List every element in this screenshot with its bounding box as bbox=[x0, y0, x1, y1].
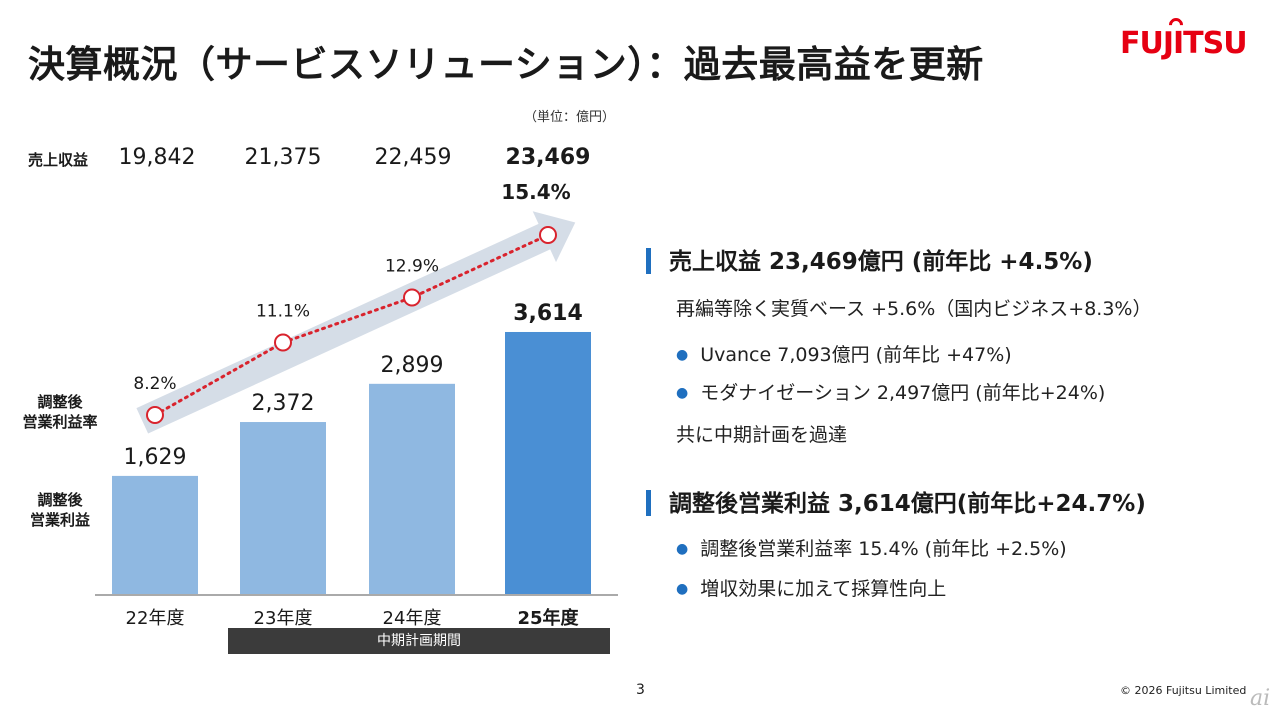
heading-marker-icon bbox=[646, 490, 651, 516]
margin-value-label: 8.2% bbox=[133, 374, 176, 394]
profit-chart: 1,629 2,372 2,899 3,614 8.2% 11.1% 12.9% 15.4% bbox=[95, 180, 618, 596]
uvance-text: Uvance 7,093億円 (前年比 +47%) bbox=[700, 344, 1012, 366]
page-title: 決算概況（サービスソリューション）：過去最高益を更新 bbox=[28, 43, 984, 86]
bullet-dot-icon: ● bbox=[676, 347, 689, 363]
bullet-dot-icon: ● bbox=[676, 541, 689, 557]
margin-line bbox=[153, 233, 550, 417]
margin-point bbox=[539, 226, 557, 244]
margin-value-label: 15.4% bbox=[501, 180, 570, 204]
category-label-24: 24年度 bbox=[382, 608, 442, 629]
revenue-label: 売上収益 bbox=[28, 151, 89, 169]
fujitsu-logo: FUJITSU bbox=[1120, 15, 1248, 61]
logo-text: FUJITSU bbox=[1120, 26, 1248, 61]
bullet-dot-icon: ● bbox=[676, 385, 689, 401]
profit-side-label: 調整後 営業利益 bbox=[10, 490, 110, 530]
margin-value-label: 12.9% bbox=[385, 257, 439, 277]
revenue-value-24: 22,459 bbox=[374, 145, 452, 170]
margin-label-line2: 営業利益率 bbox=[22, 413, 98, 431]
margin-bullet: ● 調整後営業利益率 15.4% (前年比 +2.5%) bbox=[676, 534, 1067, 561]
profit-value-label: 1,629 bbox=[124, 445, 187, 470]
margin-point bbox=[146, 406, 164, 424]
copyright: © 2026 Fujitsu Limited bbox=[1120, 684, 1247, 697]
modernization-bullet: ● モダナイゼーション 2,497億円 (前年比+24%) bbox=[676, 378, 1105, 405]
plan-exceeded-note: 共に中期計画を過達 bbox=[676, 424, 848, 446]
page-number: 3 bbox=[636, 682, 645, 698]
bullet-dot-icon: ● bbox=[676, 581, 689, 597]
profit-label-line2: 営業利益 bbox=[29, 511, 90, 529]
watermark-logo: ai bbox=[1250, 686, 1271, 711]
unit-note: （単位：億円） bbox=[524, 110, 616, 125]
heading-marker-icon bbox=[646, 248, 651, 274]
margin-text: 調整後営業利益率 15.4% (前年比 +2.5%) bbox=[700, 538, 1067, 560]
profit-value-label: 3,614 bbox=[513, 301, 583, 326]
profit-value-label: 2,372 bbox=[252, 391, 315, 416]
margin-value-label: 11.1% bbox=[256, 302, 310, 322]
profit-bar bbox=[369, 383, 455, 594]
revenue-detail: 再編等除く実質ベース +5.6%（国内ビジネス+8.3%） bbox=[676, 298, 1152, 320]
margin-label-line1: 調整後 bbox=[37, 393, 83, 411]
mid-term-plan-band: 中期計画期間 bbox=[228, 628, 610, 654]
profit-bar bbox=[240, 422, 326, 594]
uvance-bullet: ● Uvance 7,093億円 (前年比 +47%) bbox=[676, 340, 1012, 367]
profit-bar bbox=[112, 475, 198, 594]
profit-heading-text: 調整後営業利益 3,614億円(前年比+24.7%) bbox=[669, 491, 1146, 517]
category-label-25: 25年度 bbox=[517, 608, 579, 629]
margin-side-label: 調整後 営業利益率 bbox=[10, 392, 110, 432]
margin-point bbox=[274, 333, 292, 352]
profit-label-line1: 調整後 bbox=[37, 491, 83, 509]
category-label-22: 22年度 bbox=[125, 608, 185, 629]
profitability-text: 増収効果に加えて採算性向上 bbox=[700, 578, 947, 600]
revenue-heading-text: 売上収益 23,469億円 (前年比 +4.5%) bbox=[669, 249, 1093, 275]
revenue-value-22: 19,842 bbox=[118, 145, 196, 170]
profit-bar bbox=[505, 331, 591, 594]
profit-heading: 調整後営業利益 3,614億円(前年比+24.7%) bbox=[646, 484, 1146, 518]
revenue-value-23: 21,375 bbox=[244, 145, 322, 170]
revenue-heading: 売上収益 23,469億円 (前年比 +4.5%) bbox=[646, 242, 1093, 276]
modernization-text: モダナイゼーション 2,497億円 (前年比+24%) bbox=[700, 382, 1106, 404]
profit-value-label: 2,899 bbox=[381, 353, 444, 378]
margin-point bbox=[403, 288, 421, 307]
trend-arrow-icon bbox=[136, 211, 576, 434]
revenue-value-25: 23,469 bbox=[505, 145, 591, 170]
profitability-bullet: ● 増収効果に加えて採算性向上 bbox=[676, 574, 946, 601]
category-label-23: 23年度 bbox=[253, 608, 313, 629]
